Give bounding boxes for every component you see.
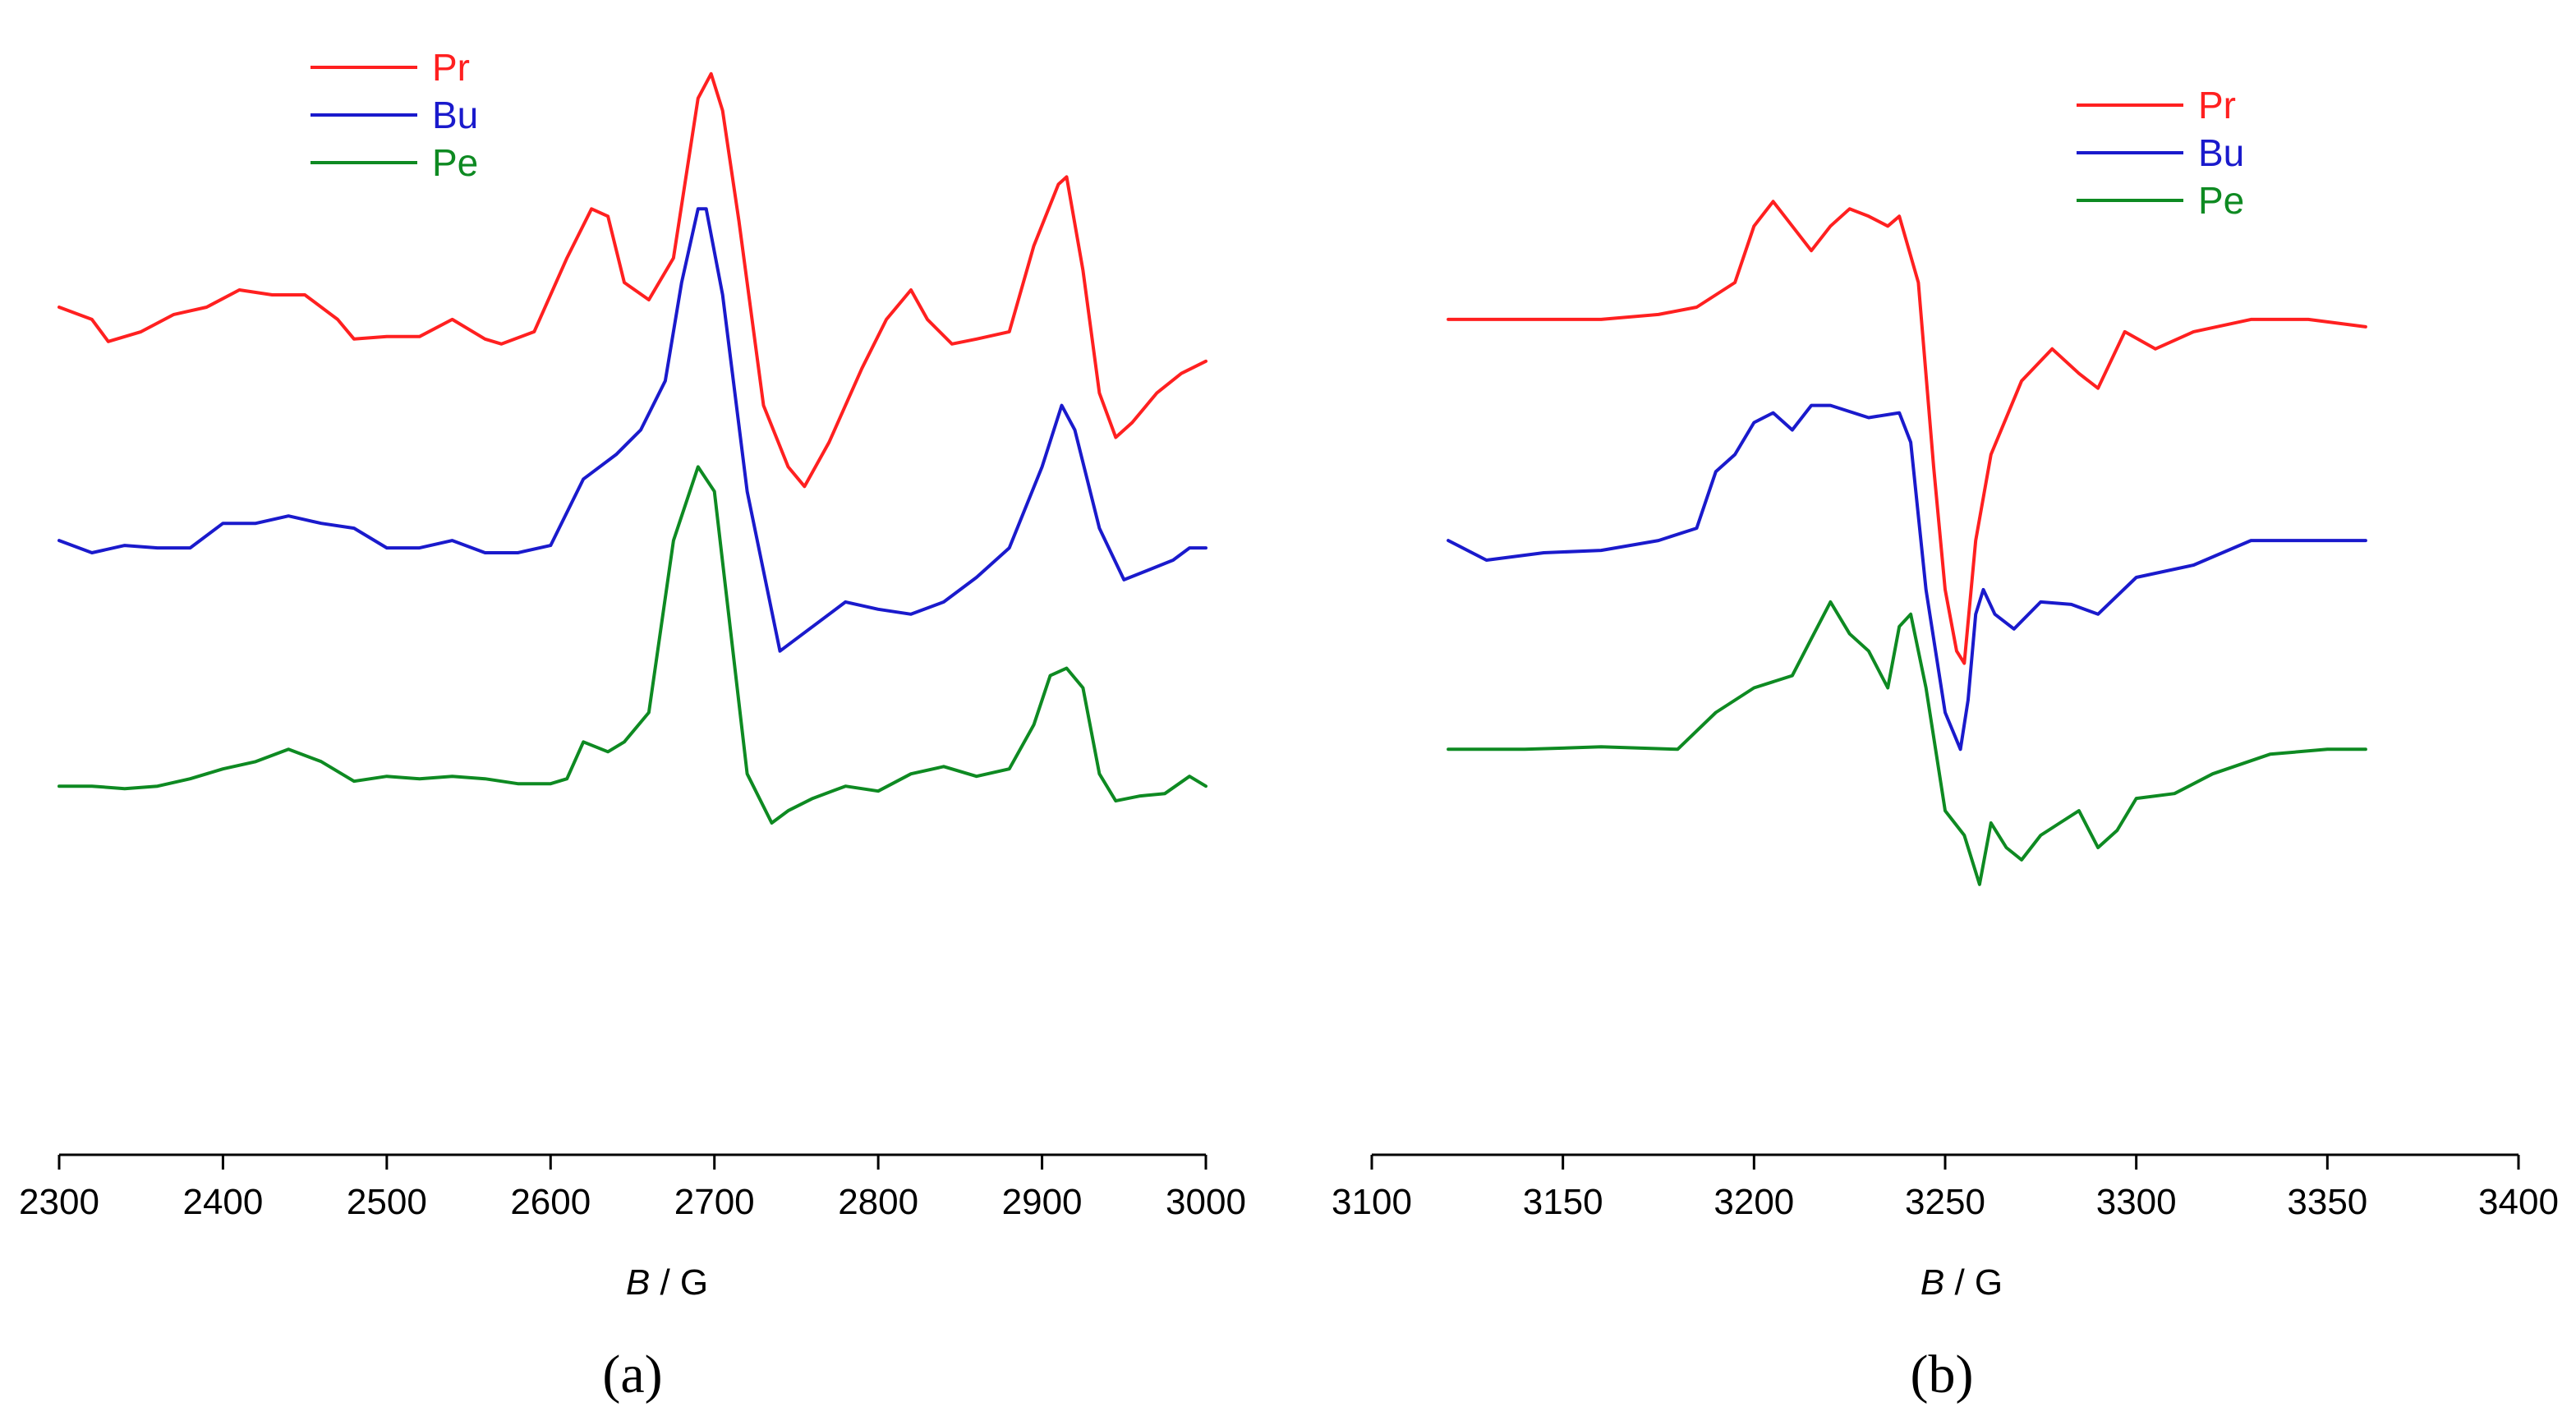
x-tick-label: 2500 [347, 1182, 427, 1222]
x-tick-label: 3300 [2096, 1182, 2177, 1222]
series-line-bu [58, 207, 1208, 653]
x-axis-title: B / G [1920, 1262, 2003, 1303]
legend-label-pe: Pe [432, 141, 478, 184]
x-tick-label: 2700 [674, 1182, 755, 1222]
series-line-pe [58, 465, 1208, 825]
series-line-pr [1447, 200, 2367, 665]
x-tick-label: 2300 [19, 1182, 99, 1222]
x-tick-label: 3100 [1332, 1182, 1412, 1222]
x-tick-label: 2800 [838, 1182, 918, 1222]
x-tick-label: 3000 [1166, 1182, 1246, 1222]
x-tick-label: 3250 [1905, 1182, 1985, 1222]
x-tick-label: 2400 [182, 1182, 263, 1222]
x-tick-label: 2600 [510, 1182, 591, 1222]
panel-label: (a) [602, 1345, 662, 1404]
legend-label-bu: Bu [2198, 131, 2244, 174]
x-axis-title: B / G [626, 1262, 708, 1303]
x-axis-title-symbol: B [1920, 1262, 1944, 1303]
x-tick-label: 3200 [1714, 1182, 1794, 1222]
x-axis-title-unit: / G [650, 1262, 708, 1303]
x-tick-label: 3400 [2478, 1182, 2559, 1222]
series-line-bu [1447, 403, 2367, 752]
x-axis-title-unit: / G [1944, 1262, 2003, 1303]
panel-b-chart: 3100 3150 3200 3250 3300 3350 3400 B / G (b) Pr Bu… [1332, 84, 2559, 1404]
legend-label-pe: Pe [2198, 179, 2244, 222]
legend-label-pr: Pr [2198, 84, 2236, 126]
series-line-pr [58, 71, 1208, 489]
x-tick-label: 3150 [1523, 1182, 1603, 1222]
legend-label-bu: Bu [432, 94, 478, 136]
series-line-pe [1447, 600, 2367, 886]
panel-a-chart: 2300 2400 2500 2600 2700 2800 2900 3000 B / G (a)… [19, 46, 1246, 1404]
x-tick-label: 3350 [2287, 1182, 2367, 1222]
legend-label-pr: Pr [432, 46, 470, 89]
panel-label: (b) [1911, 1345, 1974, 1404]
x-axis-title-symbol: B [626, 1262, 650, 1303]
x-tick-label: 2900 [1002, 1182, 1083, 1222]
